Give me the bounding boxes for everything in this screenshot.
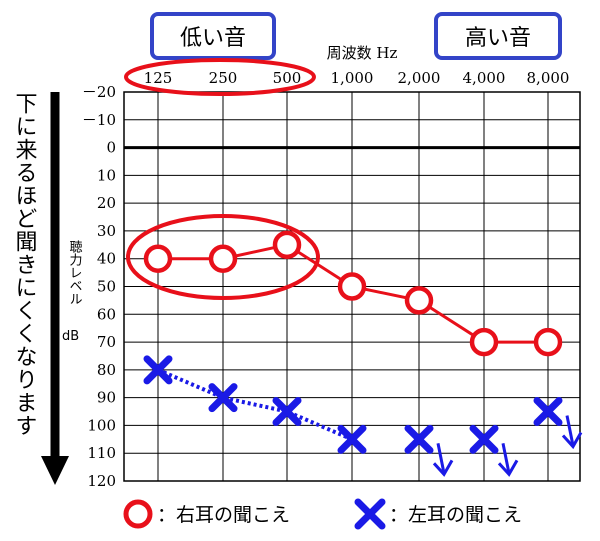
y-tick-label: 40 [97, 250, 116, 268]
y-tick-label: 10 [97, 166, 116, 184]
y-tick-label: 30 [97, 222, 116, 240]
low-frequency-loss-highlight [126, 214, 320, 300]
high-sound-label: 高い音 [465, 26, 531, 51]
low-frequency-highlight [124, 58, 316, 96]
x-tick-label: 500 [273, 69, 302, 87]
left-ear-point [404, 424, 434, 454]
side-arrow-head [41, 456, 69, 485]
x-tick-label: 8,000 [527, 69, 570, 87]
high-sound-box [434, 12, 562, 60]
legend: ：右耳の聞こえ ：左耳の聞こえ [123, 498, 522, 530]
y-tick-label: 110 [87, 444, 116, 462]
cross-stroke [533, 397, 563, 427]
cross-stroke [272, 397, 302, 427]
right-ear-point [272, 230, 302, 260]
arrow-shaft [565, 415, 575, 446]
no-response-arrow [561, 415, 583, 450]
series-markers [143, 230, 583, 477]
legend-right-label: ：右耳の聞こえ [157, 504, 290, 526]
left-ear-point [143, 355, 173, 385]
arrow-head [561, 431, 583, 450]
x-tick-label: 250 [209, 69, 238, 87]
legend-left-marker [354, 498, 386, 530]
x-axis-label: 周波数 Hz [327, 44, 398, 62]
cross-stroke [469, 424, 499, 454]
left-ear-point [469, 424, 499, 454]
y-tick-label: 120 [87, 472, 116, 490]
x-tick-label: 4,000 [463, 69, 506, 87]
left-ear-point [337, 424, 367, 454]
no-response-arrow [497, 443, 519, 477]
left-ear-point [533, 397, 563, 427]
arrow-head [432, 459, 454, 477]
y-axis-label-unit: dB [62, 329, 79, 344]
right-ear-point [469, 327, 499, 357]
arrow-shaft [501, 443, 511, 474]
y-tick-label: 100 [87, 416, 116, 434]
annotations: 低い音 高い音 周波数 Hz 下に来るほど聞きにくくなります 聴力レベル dB [12, 12, 562, 485]
y-tick-label: 90 [97, 389, 116, 407]
right-ear-point [404, 286, 434, 315]
right-ear-point [143, 244, 173, 273]
cross-stroke [208, 383, 238, 413]
y-tick-label: 20 [97, 194, 116, 212]
y-tick-label: －10 [82, 111, 116, 129]
right-ear-point [337, 272, 367, 301]
cross-stroke [404, 424, 434, 454]
legend-left-label: ：左耳の聞こえ [389, 504, 522, 526]
cross-stroke [337, 424, 367, 454]
y-tick-label: －20 [82, 83, 116, 101]
left-ear-point [272, 397, 302, 427]
x-tick-label: 125 [144, 69, 173, 87]
y-tick-label: 0 [106, 139, 116, 157]
x-tick-label: 2,000 [398, 69, 441, 87]
y-tick-label: 80 [97, 361, 116, 379]
y-tick-label: 50 [97, 278, 116, 296]
low-sound-label: 低い音 [180, 26, 246, 51]
arrow-shaft [436, 443, 446, 474]
y-tick-label: 60 [97, 305, 116, 323]
y-tick-labels: －20 －10 0 10 20 30 40 50 60 70 80 90 100 110 120 [82, 83, 116, 490]
no-response-arrow [432, 443, 454, 477]
y-axis-label-main: 聴力レベル [67, 240, 83, 305]
x-tick-labels: 125 250 500 1,000 2,000 4,000 8,000 [144, 69, 570, 87]
legend-right-marker [123, 499, 153, 529]
right-ear-point [533, 327, 563, 357]
series-line-left-ear [157, 368, 353, 442]
cross-stroke [143, 355, 173, 385]
low-sound-box [150, 12, 276, 60]
left-ear-point [208, 383, 238, 413]
grid [123, 91, 581, 482]
arrow-head [497, 459, 519, 477]
right-ear-point [208, 244, 238, 273]
y-tick-label: 70 [97, 333, 116, 351]
x-tick-label: 1,000 [331, 69, 374, 87]
side-label: 下に来るほど聞きにくくなります [12, 92, 38, 437]
